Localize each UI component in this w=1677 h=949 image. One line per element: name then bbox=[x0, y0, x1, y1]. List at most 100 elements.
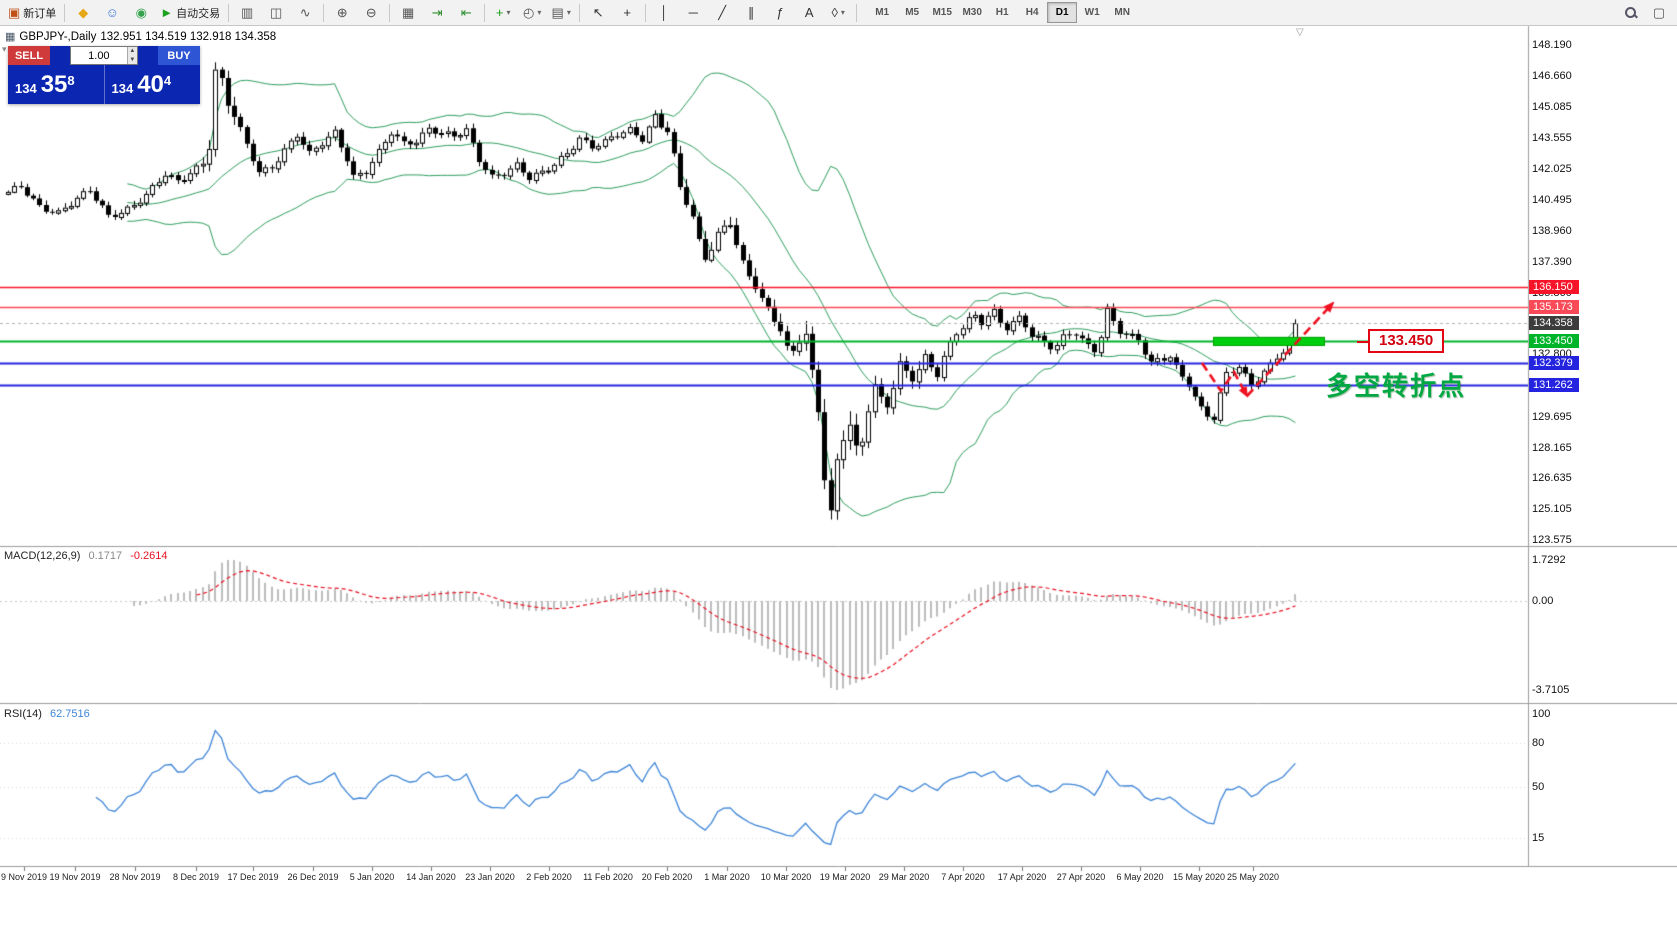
timeframe-d1-button[interactable]: D1 bbox=[1047, 2, 1078, 23]
volume-input[interactable] bbox=[71, 47, 127, 64]
timeframe-m5-button[interactable]: M5 bbox=[905, 7, 920, 18]
chart-shift-icon: ⇤ bbox=[460, 5, 472, 20]
user-icon: ☺ bbox=[105, 5, 119, 20]
rsi-indicator-label: RSI(14) 62.7516 bbox=[4, 708, 90, 720]
new-order-button-label: 新订单 bbox=[23, 7, 57, 20]
auto-scroll-icon: ⇥ bbox=[431, 5, 443, 20]
timeframe-w1-button[interactable]: W1 bbox=[1084, 7, 1100, 18]
trendline-button[interactable]: ╱ bbox=[708, 2, 736, 24]
buy-price-button[interactable]: 134 40 4 bbox=[103, 65, 201, 104]
toolbar-separator bbox=[856, 3, 858, 22]
template-icon: ▤ bbox=[551, 5, 564, 20]
support-button[interactable]: ◉ bbox=[127, 2, 155, 24]
chart-symbol: GBPJPY-,Daily bbox=[19, 30, 97, 43]
mql5-button[interactable]: ◆ bbox=[69, 2, 97, 24]
shapes-icon: ◊ bbox=[831, 5, 838, 20]
chart-ohlc: 132.951 134.519 132.918 134.358 bbox=[100, 30, 277, 43]
toolbar-separator bbox=[64, 3, 66, 22]
bars-chart-button[interactable]: ▥ bbox=[233, 2, 261, 24]
new-order-button[interactable]: ▣ 新订单 bbox=[4, 2, 60, 24]
community-button[interactable]: ☺ bbox=[98, 2, 126, 24]
crosshair-icon: + bbox=[623, 5, 631, 20]
window-icon: ▢ bbox=[1652, 5, 1666, 20]
price-callout-label: 133.450 bbox=[1356, 329, 1445, 354]
timeframe-h4-button[interactable]: H4 bbox=[1025, 7, 1039, 18]
cursor-icon: ↖ bbox=[592, 5, 604, 20]
caret-down-icon: ▾ bbox=[506, 8, 511, 17]
timeframe-mn-button[interactable]: MN bbox=[1114, 7, 1130, 18]
volume-down-button[interactable]: ▼ bbox=[127, 55, 137, 64]
templates-button[interactable]: ▤ ▾ bbox=[547, 2, 575, 24]
candles-chart-button[interactable]: ◫ bbox=[262, 2, 290, 24]
cursor-button[interactable]: ↖ bbox=[584, 2, 612, 24]
caret-down-icon: ▾ bbox=[566, 8, 571, 17]
caret-down-icon: ▾ bbox=[840, 8, 845, 17]
chart-header: ▦ GBPJPY-,Daily 132.951 134.519 132.918 … bbox=[5, 30, 277, 44]
tile-windows-icon: ▦ bbox=[402, 5, 415, 20]
clock-icon: ◴ bbox=[522, 5, 535, 20]
shapes-button[interactable]: ◊ ▾ bbox=[824, 2, 852, 24]
rsi-value: 62.7516 bbox=[49, 708, 90, 720]
horizontal-line-button[interactable]: ─ bbox=[679, 2, 707, 24]
line-chart-button[interactable]: ∿ bbox=[291, 2, 319, 24]
zoom-in-icon: ⊕ bbox=[336, 5, 348, 20]
zoom-out-button[interactable]: ⊖ bbox=[357, 2, 385, 24]
data-window-button[interactable]: ▢ bbox=[1645, 2, 1673, 24]
channel-button[interactable]: ∥ bbox=[737, 2, 765, 24]
volume-wrap: ▲ ▼ bbox=[50, 46, 158, 65]
vertical-line-button[interactable]: │ bbox=[650, 2, 678, 24]
crosshair-button[interactable]: + bbox=[613, 2, 641, 24]
auto-trading-button[interactable]: ► 自动交易 bbox=[156, 2, 224, 24]
volume-spinners: ▲ ▼ bbox=[126, 47, 137, 64]
caret-down-icon: ▾ bbox=[537, 8, 542, 17]
search-button[interactable] bbox=[1616, 2, 1644, 24]
play-icon: ► bbox=[160, 5, 174, 20]
toolbar-separator bbox=[645, 3, 647, 22]
auto-trading-button-label: 自动交易 bbox=[176, 7, 221, 20]
sell-price-sup: 8 bbox=[67, 73, 75, 88]
fibonacci-button[interactable]: ƒ bbox=[766, 2, 794, 24]
new-order-icon: ▣ bbox=[8, 5, 21, 20]
timeframe-m1-button[interactable]: M1 bbox=[875, 7, 890, 18]
one-click-prices: 134 35 8 134 40 4 bbox=[8, 65, 200, 104]
text-button[interactable]: A bbox=[795, 2, 823, 24]
hline-icon: ─ bbox=[688, 5, 698, 20]
one-click-trading-panel: SELL ▲ ▼ BUY 134 35 8 134 40 bbox=[8, 46, 200, 104]
indicators-button[interactable]: + ▾ bbox=[489, 2, 517, 24]
periods-button[interactable]: ◴ ▾ bbox=[518, 2, 546, 24]
line-chart-icon: ∿ bbox=[299, 5, 311, 20]
toolbar-separator bbox=[484, 3, 486, 22]
text-icon: A bbox=[804, 5, 814, 20]
chart-shift-marker: ▽ bbox=[1296, 27, 1304, 38]
sell-price-button[interactable]: 134 35 8 bbox=[8, 65, 104, 104]
channel-icon: ∥ bbox=[747, 5, 755, 20]
macd-name: MACD(12,26,9) bbox=[4, 550, 81, 562]
volume-stepper[interactable]: ▲ ▼ bbox=[70, 46, 138, 65]
timeframe-m15-button[interactable]: M15 bbox=[932, 7, 952, 18]
volume-up-button[interactable]: ▲ bbox=[127, 47, 137, 56]
toolbar-separator bbox=[228, 3, 230, 22]
zoom-out-icon: ⊖ bbox=[365, 5, 377, 20]
buy-price-pips: 40 bbox=[137, 70, 164, 98]
chart-shift-button[interactable]: ⇤ bbox=[452, 2, 480, 24]
buy-price-main: 134 bbox=[111, 81, 134, 96]
bars-chart-icon: ▥ bbox=[241, 5, 254, 20]
zoom-in-button[interactable]: ⊕ bbox=[328, 2, 356, 24]
toolbar-separator bbox=[323, 3, 325, 22]
macd-indicator-label: MACD(12,26,9) 0.1717 -0.2614 bbox=[4, 550, 168, 562]
timeframe-m30-button[interactable]: M30 bbox=[962, 7, 982, 18]
indicators-plus-icon: + bbox=[495, 5, 504, 20]
tile-windows-button[interactable]: ▦ bbox=[394, 2, 422, 24]
buy-price-sup: 4 bbox=[163, 73, 172, 88]
search-icon bbox=[1624, 6, 1637, 19]
mql5-icon: ◆ bbox=[78, 5, 89, 20]
timeframe-h1-button[interactable]: H1 bbox=[995, 7, 1009, 18]
one-click-collapse-button[interactable]: ▾ bbox=[2, 44, 7, 54]
buy-label: BUY bbox=[158, 46, 200, 65]
rsi-name: RSI(14) bbox=[4, 708, 42, 720]
toolbar-separator bbox=[579, 3, 581, 22]
auto-scroll-button[interactable]: ⇥ bbox=[423, 2, 451, 24]
macd-signal-value: -0.2614 bbox=[130, 550, 168, 562]
